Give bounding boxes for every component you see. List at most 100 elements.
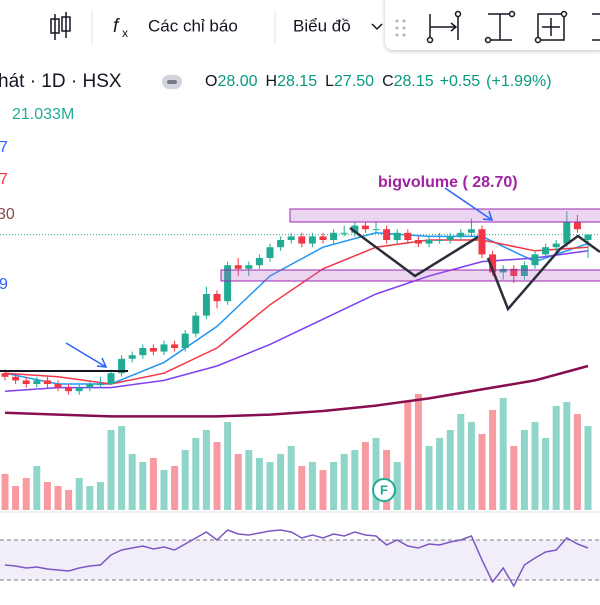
candle-body: [22, 380, 30, 384]
candle-body: [489, 254, 497, 273]
candle-body: [573, 222, 581, 230]
candle-body: [54, 384, 62, 388]
volume-bar: [298, 466, 306, 510]
candle-body: [478, 229, 486, 255]
volume-bar: [160, 470, 168, 510]
candle-body: [457, 232, 465, 237]
candle-body: [404, 232, 412, 240]
candle-body: [340, 232, 348, 234]
rsi-band: [0, 540, 600, 580]
candle-body: [414, 240, 422, 244]
volume-bar: [266, 462, 274, 510]
ohlc-legend: O28.00 H28.15 L27.50 C28.15 +0.55 (+1.99%): [205, 73, 552, 90]
volume-bar: [1, 474, 9, 510]
drag-handle[interactable]: [395, 19, 406, 37]
rsi-line: [4, 529, 589, 588]
event-marker[interactable]: [372, 478, 396, 502]
legend-close: 28.15: [394, 73, 434, 90]
volume-bar: [542, 438, 550, 510]
volume-bar: [118, 426, 126, 510]
volume-bar: [224, 422, 232, 510]
moving-average: [4, 364, 589, 418]
volume-bar: [96, 482, 104, 510]
candle-body: [425, 240, 433, 244]
candle-body: [86, 384, 94, 388]
pattern-line: [349, 226, 479, 278]
chart-area: [0, 211, 600, 588]
candle-body: [33, 380, 41, 384]
volume-bar: [128, 454, 136, 510]
candle-body: [298, 236, 306, 244]
volume-bar: [308, 462, 316, 510]
volume-bar: [520, 430, 528, 510]
candle-body: [287, 236, 295, 240]
chart-type-button[interactable]: Biểu đồ: [293, 16, 351, 35]
volume-bar: [12, 486, 20, 510]
volume-bar: [584, 426, 592, 510]
volume-bar: [340, 454, 348, 510]
volume-bar: [467, 422, 475, 510]
candle-body: [96, 384, 104, 385]
candle-body: [393, 232, 401, 240]
candle-body: [202, 294, 210, 316]
drawing-toolbar: [385, 0, 600, 50]
legend-close-label: C: [382, 73, 394, 90]
legend-high: 28.15: [277, 73, 317, 90]
volume-bar: [372, 438, 380, 510]
volume-bar: [43, 482, 51, 510]
legend-low: 27.50: [334, 73, 374, 90]
arrow: [65, 342, 108, 368]
indicators-button[interactable]: Các chỉ báo: [148, 16, 238, 35]
candle-body: [266, 247, 274, 258]
candle-body: [520, 265, 528, 276]
candle-body: [213, 294, 221, 302]
volume-bar: [287, 446, 295, 510]
moving-average: [4, 232, 589, 385]
volume-bar: [319, 470, 327, 510]
more-tool[interactable]: [592, 13, 600, 41]
date-price-range-tool[interactable]: [534, 10, 568, 44]
volume-label: 21.033M: [12, 106, 74, 123]
toolbar: f x Các chỉ báo Biểu đồ: [50, 0, 600, 50]
candle-body: [12, 376, 20, 381]
volume-bar: [75, 478, 83, 510]
candle-body: [181, 333, 189, 348]
candle-body: [552, 243, 560, 248]
candle-body: [446, 236, 454, 240]
axis-fragment: 30: [0, 206, 15, 223]
candle-body: [436, 240, 444, 241]
volume-bar: [330, 462, 338, 510]
candle-body: [563, 222, 571, 244]
candle-body: [149, 348, 157, 352]
axis-fragment: 9: [0, 276, 8, 293]
volume-bar: [139, 462, 147, 510]
legend-change-pct: (+1.99%): [486, 73, 551, 90]
volume-bar: [563, 402, 571, 510]
volume-bar: [54, 486, 62, 510]
volume-bar: [457, 414, 465, 510]
pattern-line: [486, 234, 600, 312]
volume-bar: [149, 458, 157, 510]
candle-body: [542, 247, 550, 255]
candle-body: [128, 355, 136, 359]
candle-body: [171, 344, 179, 348]
volume-bar: [573, 414, 581, 510]
date-range-tool[interactable]: [426, 10, 462, 44]
candle-body: [319, 236, 327, 240]
candle-icon[interactable]: [50, 12, 71, 40]
volume-bar: [202, 430, 210, 510]
volume-bar: [171, 466, 179, 510]
volume-bar: [181, 450, 189, 510]
legend-low-label: L: [325, 73, 334, 90]
volume-bar: [255, 458, 263, 510]
volume-bar: [446, 430, 454, 510]
chevron: [371, 23, 383, 31]
volume-bar: [361, 442, 369, 510]
fx-icon[interactable]: f: [113, 16, 120, 37]
axis-fragments: 7 7 30 9: [0, 139, 15, 293]
candle-body: [531, 254, 539, 266]
price-range-tool[interactable]: [484, 10, 516, 44]
candle-body: [510, 268, 518, 276]
volume-bar: [33, 466, 41, 510]
candle-body: [383, 229, 391, 240]
